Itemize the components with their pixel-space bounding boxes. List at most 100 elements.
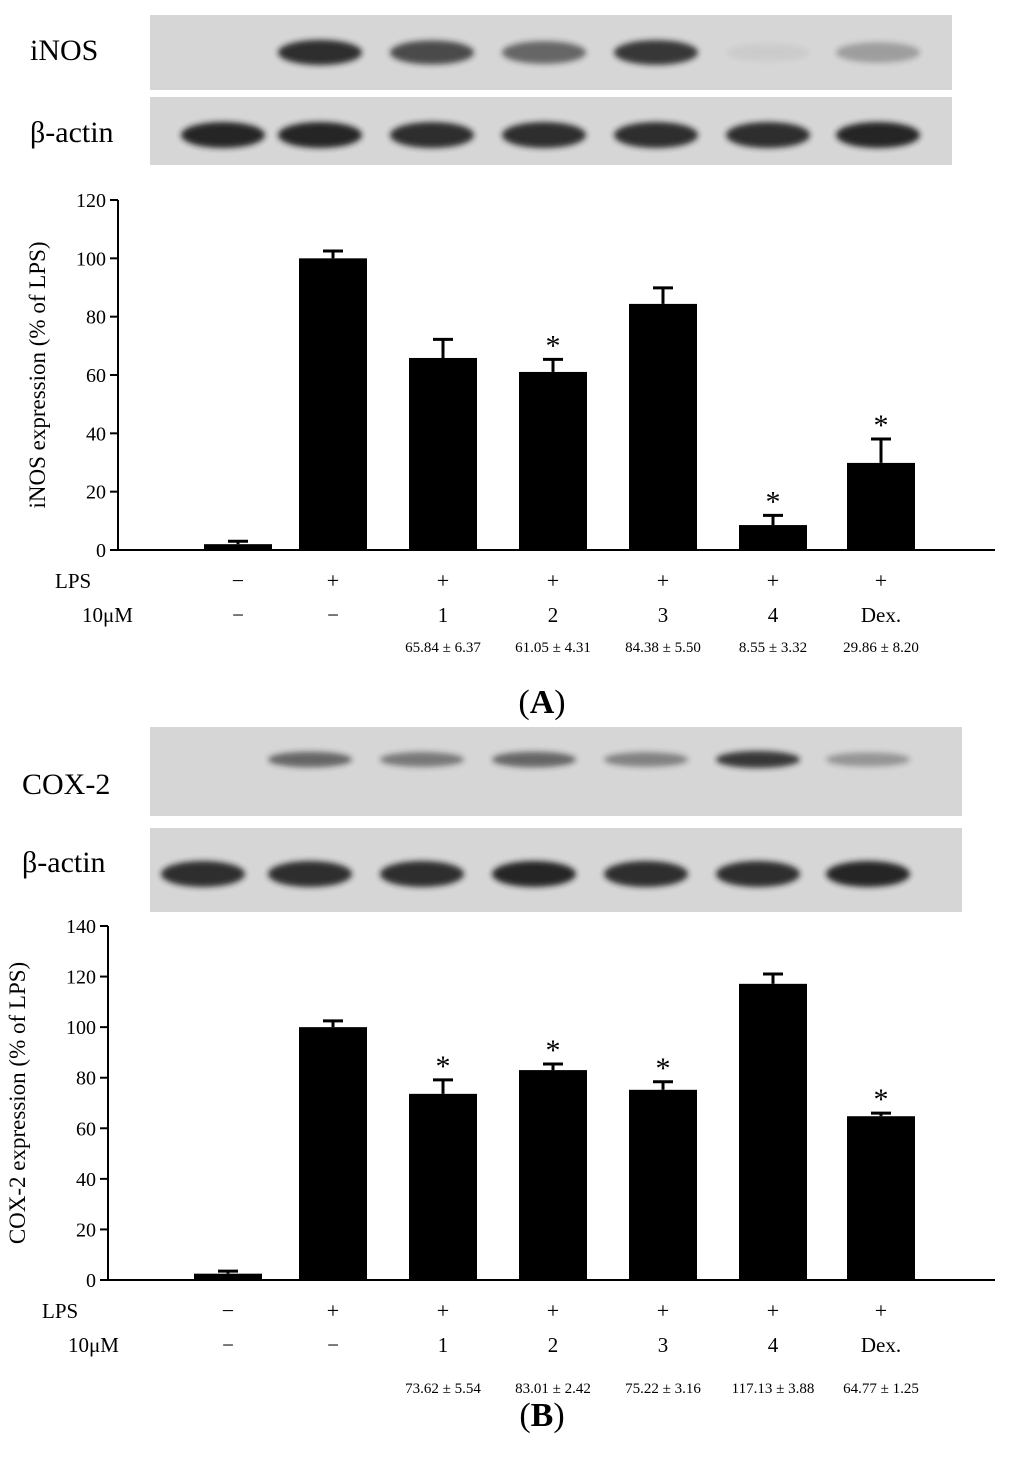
blot-band bbox=[380, 861, 464, 887]
y-axis-title: COX-2 expression (% of LPS) bbox=[5, 962, 30, 1244]
bar bbox=[409, 357, 477, 550]
lps-cell: + bbox=[875, 1298, 887, 1323]
compound-cell: − bbox=[327, 1333, 339, 1357]
panel-b: COX-2 β-actin 0 20 40 60 80 100 120 140 COX-2 expr… bbox=[5, 727, 995, 1434]
blot-actin: β-actin bbox=[30, 97, 952, 165]
panel-a: iNOS β-actin 0 20 40 60 80 100 120 iNOS expressio… bbox=[25, 15, 995, 721]
significance-marker: * bbox=[874, 1083, 889, 1116]
value-label: 8.55 ± 3.32 bbox=[739, 640, 807, 656]
bar bbox=[204, 544, 272, 550]
blot-label: iNOS bbox=[30, 34, 98, 67]
blot-band bbox=[390, 40, 474, 65]
significance-marker: * bbox=[546, 329, 561, 362]
blot-band bbox=[278, 122, 362, 148]
blot-band bbox=[614, 40, 698, 65]
blot-band bbox=[726, 122, 810, 148]
bar bbox=[299, 1027, 367, 1280]
compound-cell: 1 bbox=[438, 1333, 449, 1357]
compound-cell: 2 bbox=[548, 1333, 559, 1357]
y-tick-label: 40 bbox=[86, 423, 106, 445]
y-tick-label: 100 bbox=[66, 1017, 96, 1039]
blot-band bbox=[278, 39, 362, 66]
bar bbox=[629, 1089, 697, 1280]
blot-band bbox=[390, 122, 474, 148]
lps-cell: + bbox=[547, 1298, 559, 1323]
compound-cell: 1 bbox=[438, 603, 449, 627]
compound-cell: Dex. bbox=[861, 603, 901, 627]
panel-label: (A) bbox=[518, 684, 565, 721]
y-tick-label: 140 bbox=[66, 916, 96, 938]
lps-cell: + bbox=[327, 568, 339, 593]
blot-band bbox=[826, 861, 910, 887]
significance-marker: * bbox=[766, 485, 781, 518]
lps-cell: + bbox=[657, 1298, 669, 1323]
bar bbox=[847, 462, 915, 550]
blot-background bbox=[150, 727, 962, 816]
row-label-lps: LPS bbox=[42, 1299, 78, 1323]
row-label-lps: LPS bbox=[55, 569, 91, 593]
row-label-concentration: 10μM bbox=[68, 1333, 119, 1357]
compound-cell: 3 bbox=[658, 1333, 669, 1357]
value-label: 64.77 ± 1.25 bbox=[843, 1381, 919, 1397]
panel-label: (B) bbox=[519, 1397, 564, 1434]
blot-band bbox=[492, 751, 576, 768]
y-axis-title: iNOS expression (% of LPS) bbox=[25, 241, 50, 508]
blot-band bbox=[836, 122, 920, 148]
lps-cell: − bbox=[222, 1298, 234, 1323]
blot-band bbox=[716, 861, 800, 887]
bar bbox=[629, 303, 697, 550]
blot-band bbox=[268, 751, 352, 768]
blot-label: β-actin bbox=[22, 846, 106, 879]
compound-cell: − bbox=[222, 1333, 234, 1357]
blot-band bbox=[726, 43, 810, 62]
blot-band bbox=[614, 122, 698, 148]
y-tick-label: 40 bbox=[76, 1169, 96, 1191]
bar bbox=[409, 1093, 477, 1280]
blot-band bbox=[502, 122, 586, 148]
y-tick-label: 80 bbox=[86, 307, 106, 329]
blot-inos: iNOS bbox=[30, 15, 952, 90]
y-tick-label: 100 bbox=[76, 248, 106, 270]
blot-label: β-actin bbox=[30, 116, 114, 149]
bar bbox=[739, 983, 807, 1280]
y-tick-label: 120 bbox=[76, 190, 106, 212]
blot-band bbox=[604, 752, 688, 767]
blot-band bbox=[604, 861, 688, 887]
value-label: 117.13 ± 3.88 bbox=[732, 1381, 815, 1397]
lps-cell: + bbox=[437, 1298, 449, 1323]
bar bbox=[519, 1070, 587, 1280]
value-label: 84.38 ± 5.50 bbox=[625, 640, 701, 656]
blot-band bbox=[268, 861, 352, 887]
blot-cox2: COX-2 bbox=[22, 727, 962, 816]
bar bbox=[194, 1273, 262, 1280]
blot-band bbox=[492, 861, 576, 887]
lps-cell: + bbox=[767, 568, 779, 593]
y-tick-label: 60 bbox=[76, 1118, 96, 1140]
significance-marker: * bbox=[546, 1034, 561, 1067]
compound-cell: − bbox=[327, 603, 339, 627]
value-label: 73.62 ± 5.54 bbox=[405, 1381, 481, 1397]
bar bbox=[299, 258, 367, 550]
value-label: 29.86 ± 8.20 bbox=[843, 640, 919, 656]
compound-cell: Dex. bbox=[861, 1333, 901, 1357]
compound-cell: 4 bbox=[768, 603, 779, 627]
value-label: 83.01 ± 2.42 bbox=[515, 1381, 591, 1397]
lps-cell: + bbox=[657, 568, 669, 593]
compound-cell: 4 bbox=[768, 1333, 779, 1357]
y-tick-label: 120 bbox=[66, 967, 96, 989]
y-tick-label: 60 bbox=[86, 365, 106, 387]
blot-label: COX-2 bbox=[22, 768, 110, 801]
blot-band bbox=[716, 750, 800, 769]
bar bbox=[847, 1116, 915, 1280]
y-tick-label: 0 bbox=[86, 1270, 96, 1292]
blot-band bbox=[836, 42, 920, 63]
value-label: 75.22 ± 3.16 bbox=[625, 1381, 701, 1397]
significance-marker: * bbox=[656, 1052, 671, 1085]
value-label: 61.05 ± 4.31 bbox=[515, 640, 591, 656]
y-tick-label: 0 bbox=[96, 540, 106, 562]
lps-cell: + bbox=[437, 568, 449, 593]
lps-cell: + bbox=[327, 1298, 339, 1323]
lps-cell: − bbox=[232, 568, 244, 593]
blot-band bbox=[380, 752, 464, 767]
compound-cell: − bbox=[232, 603, 244, 627]
